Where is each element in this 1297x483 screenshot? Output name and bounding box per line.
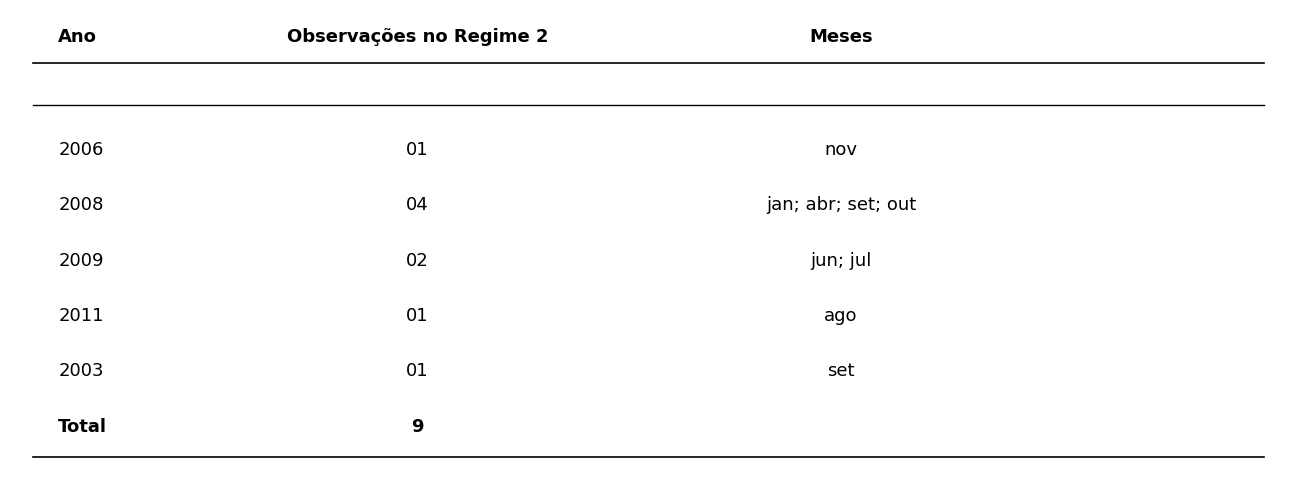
Text: 04: 04 [406,197,429,214]
Text: 2011: 2011 [58,307,104,325]
Text: ago: ago [824,307,857,325]
Text: 2009: 2009 [58,252,104,270]
Text: 2008: 2008 [58,197,104,214]
Text: 01: 01 [406,141,429,159]
Text: 2006: 2006 [58,141,104,159]
Text: set: set [827,362,855,381]
Text: jun; jul: jun; jul [811,252,872,270]
Text: 01: 01 [406,362,429,381]
Text: 2003: 2003 [58,362,104,381]
Text: jan; abr; set; out: jan; abr; set; out [765,197,916,214]
Text: 02: 02 [406,252,429,270]
Text: Observações no Regime 2: Observações no Regime 2 [287,28,549,46]
Text: Meses: Meses [809,28,873,46]
Text: Total: Total [58,418,108,436]
Text: Ano: Ano [58,28,97,46]
Text: 01: 01 [406,307,429,325]
Text: 9: 9 [411,418,424,436]
Text: nov: nov [825,141,857,159]
